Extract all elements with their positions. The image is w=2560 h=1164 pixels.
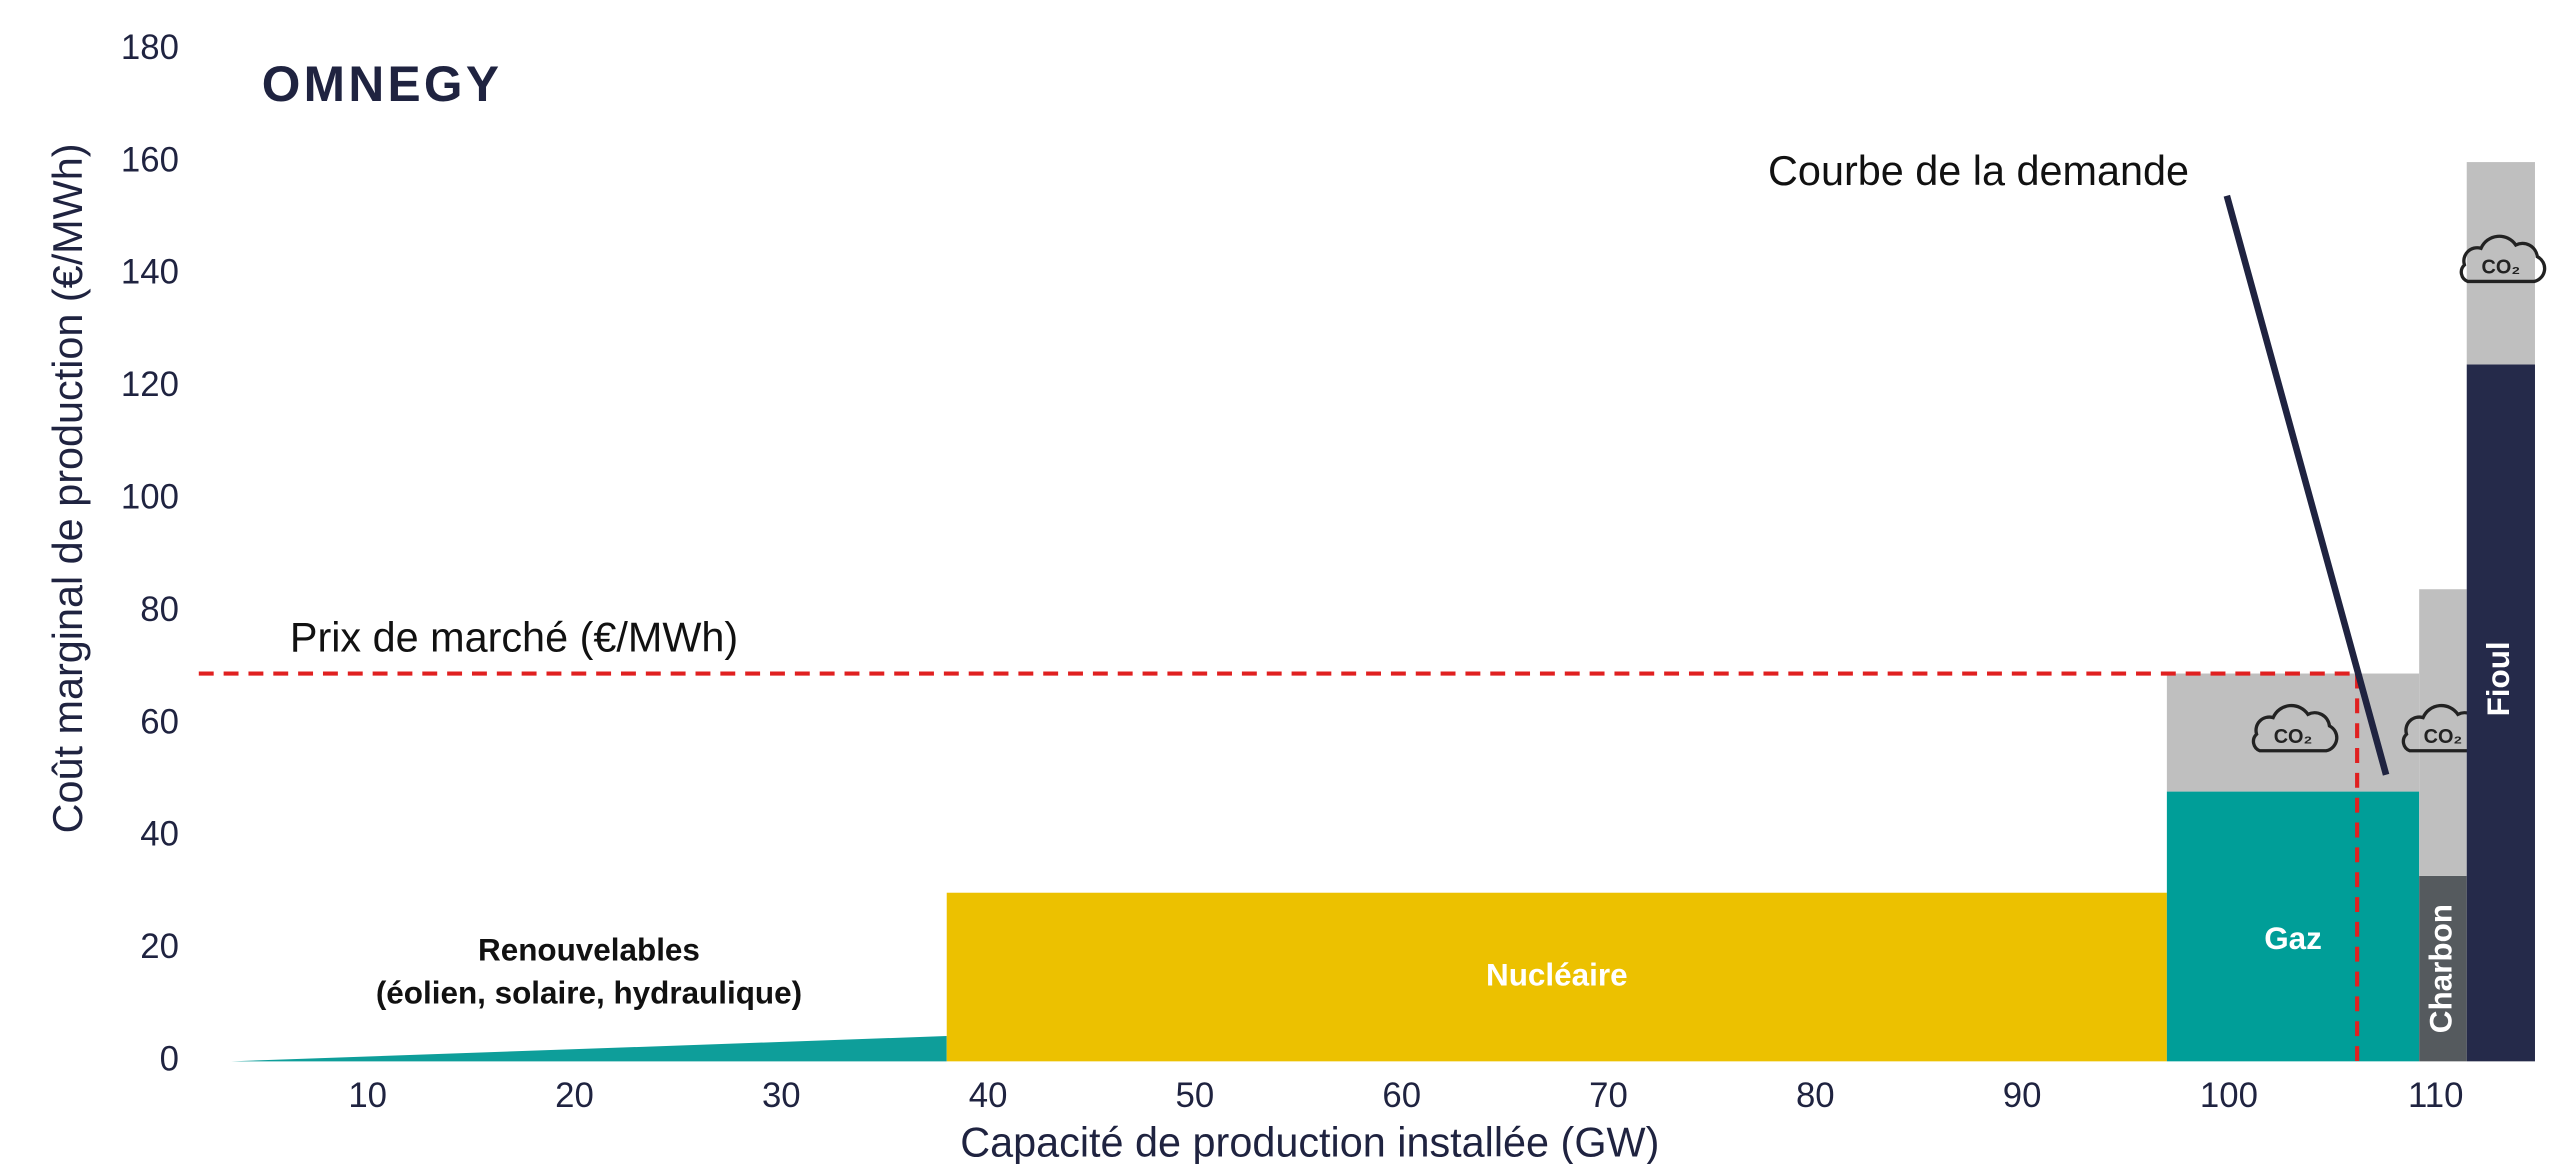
co2-text: CO₂ (2274, 726, 2313, 748)
co2-segment (2466, 162, 2535, 365)
co2-text: CO₂ (2482, 256, 2521, 278)
x-tick-label: 80 (1796, 1077, 1835, 1115)
co2-icon: CO₂ (2251, 703, 2339, 753)
block-label: Fioul (2481, 641, 2516, 716)
y-tick-label: 0 (160, 1041, 179, 1079)
y-tick-label: 100 (121, 478, 179, 516)
x-tick-label: 40 (969, 1077, 1008, 1115)
y-tick-label: 160 (121, 141, 179, 179)
y-axis-label: Coût marginal de production (€/MWh) (45, 144, 91, 834)
y-tick-label: 180 (121, 29, 179, 67)
x-tick-label: 100 (2200, 1077, 2258, 1115)
y-tick-label: 120 (121, 366, 179, 404)
x-axis-label: Capacité de production installée (GW) (960, 1120, 1659, 1164)
co2-text: CO₂ (2424, 726, 2463, 748)
x-tick-label: 10 (348, 1077, 387, 1115)
y-tick-label: 40 (140, 816, 179, 854)
co2-icon: CO₂ (2459, 234, 2547, 284)
block-label: Gaz (2264, 921, 2322, 956)
x-tick-label: 70 (1589, 1077, 1628, 1115)
co2-cloud (2459, 234, 2547, 284)
y-tick-label: 80 (140, 591, 179, 629)
x-tick-label: 20 (555, 1077, 594, 1115)
market-label: Prix de marché (€/MWh) (290, 615, 738, 661)
cost-segment (2419, 875, 2467, 1062)
cost-segment (2466, 364, 2535, 1062)
demand-curve (2223, 194, 2390, 776)
x-tick-label: 110 (2408, 1077, 2463, 1115)
x-tick-label: 90 (2003, 1077, 2042, 1115)
co2-segment (2419, 589, 2467, 876)
x-tick-label: 30 (762, 1077, 801, 1115)
demand-label: Courbe de la demande (1768, 148, 2189, 194)
x-tick-label: 60 (1382, 1077, 1421, 1115)
cost-segment (946, 892, 2167, 1062)
y-tick-label: 20 (140, 928, 179, 966)
cost-segment (2166, 791, 2420, 1062)
block-label: Charbon (2423, 904, 2458, 1033)
block-label: Nucléaire (1486, 957, 1628, 992)
x-tick-label: 50 (1176, 1077, 1215, 1115)
y-tick-label: 140 (121, 254, 179, 292)
logo: OMNEGY (262, 56, 503, 112)
renewables-area (231, 1036, 947, 1062)
block-label: (éolien, solaire, hydraulique) (376, 975, 802, 1010)
y-tick-label: 60 (140, 703, 179, 741)
block-label: Renouvelables (478, 932, 700, 967)
co2-cloud (2251, 703, 2339, 753)
